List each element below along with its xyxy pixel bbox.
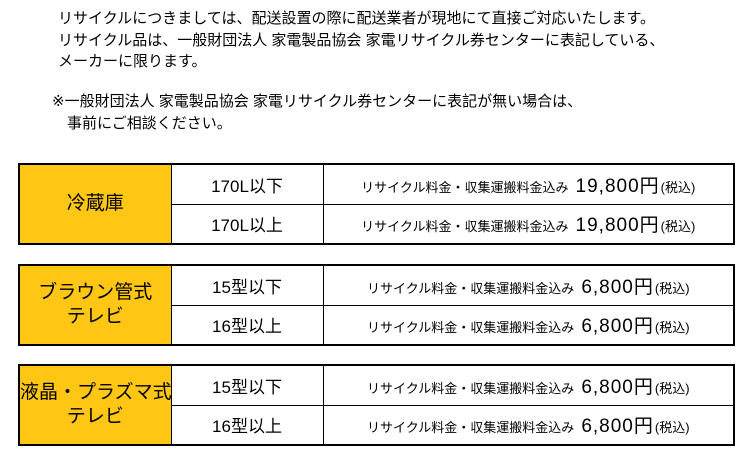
fee-amount: 6,800円 (581, 376, 654, 398)
table-row: 16型以上 リサイクル料金・収集運搬料金込み 6,800円(税込) (19, 404, 735, 446)
fee-tax-note: (税込) (654, 380, 690, 396)
table-row: 16型以上 リサイクル料金・収集運搬料金込み 6,800円(税込) (19, 304, 735, 346)
fee-label: リサイクル料金・収集運搬料金込み (361, 219, 569, 235)
fee-label: リサイクル料金・収集運搬料金込み (361, 179, 569, 195)
fee-tax-note: (税込) (660, 179, 696, 195)
table-row: 冷蔵庫 170L以下 リサイクル料金・収集運搬料金込み 19,800円(税込) (18, 163, 735, 245)
fee-cell: リサイクル料金・収集運搬料金込み 6,800円(税込) (322, 304, 735, 346)
size-cell: 15型以下 (170, 364, 324, 406)
size-cell: 16型以上 (170, 304, 324, 346)
category-label: ブラウン管式 (38, 282, 153, 303)
category-label: テレビ (66, 306, 124, 327)
note-line: 事前にご相談ください。 (67, 115, 232, 132)
fee-cell: リサイクル料金・収集運搬料金込み 19,800円(税込) (322, 203, 735, 245)
fee-label: リサイクル料金・収集運搬料金込み (366, 420, 575, 436)
category-label: テレビ (66, 406, 124, 427)
fee-cell: リサイクル料金・収集運搬料金込み 6,800円(税込) (322, 364, 735, 406)
category-cell-crt-tv: ブラウン管式 テレビ (18, 264, 172, 346)
intro-line: リサイクルにつきましては、配送設置の際に配送業者が現地にて直接ご対応いたします。 (58, 10, 656, 27)
fee-tax-note: (税込) (660, 219, 696, 235)
fee-amount: 19,800円 (575, 215, 660, 237)
lcd-plasma-tv-fee-table: 液晶・プラズマ式 テレビ 15型以下 リサイクル料金・収集運搬料金込み 6,800… (18, 364, 735, 446)
category-label: 液晶・プラズマ式 (20, 382, 171, 403)
table-row: 170L以上 リサイクル料金・収集運搬料金込み 19,800円(税込) (19, 203, 735, 245)
recycle-note-paragraph: ※一般財団法人 家電製品協会 家電リサイクル券センターに表記が無い場合は、 事前… (52, 91, 582, 135)
note-line: ※一般財団法人 家電製品協会 家電リサイクル券センターに表記が無い場合は、 (52, 93, 583, 110)
fee-tax-note: (税込) (654, 420, 690, 436)
intro-line: メーカーに限ります。 (58, 53, 207, 70)
fee-label: リサイクル料金・収集運搬料金込み (366, 320, 575, 336)
size-cell: 170L以上 (170, 203, 324, 245)
crt-tv-fee-table: ブラウン管式 テレビ 15型以下 リサイクル料金・収集運搬料金込み 6,800円(… (18, 264, 735, 346)
fee-tax-note: (税込) (654, 280, 690, 296)
fee-amount: 6,800円 (581, 276, 654, 298)
fee-amount: 19,800円 (575, 175, 660, 197)
fee-label: リサイクル料金・収集運搬料金込み (366, 280, 575, 296)
fee-cell: リサイクル料金・収集運搬料金込み 19,800円(税込) (322, 163, 735, 205)
table-row: ブラウン管式 テレビ 15型以下 リサイクル料金・収集運搬料金込み 6,800円(… (18, 264, 735, 346)
fee-cell: リサイクル料金・収集運搬料金込み 6,800円(税込) (322, 264, 735, 306)
fee-label: リサイクル料金・収集運搬料金込み (366, 380, 575, 396)
size-cell: 170L以下 (170, 163, 324, 205)
category-label: 冷蔵庫 (66, 193, 124, 214)
category-cell-lcd-plasma-tv: 液晶・プラズマ式 テレビ (18, 364, 172, 446)
category-cell-refrigerator: 冷蔵庫 (18, 163, 172, 245)
recycle-intro-paragraph: リサイクルにつきましては、配送設置の際に配送業者が現地にて直接ご対応いたします。… (58, 8, 664, 73)
fee-tax-note: (税込) (654, 320, 690, 336)
intro-line: リサイクル品は、一般財団法人 家電製品協会 家電リサイクル券センターに表記してい… (58, 31, 665, 49)
refrigerator-fee-table: 冷蔵庫 170L以下 リサイクル料金・収集運搬料金込み 19,800円(税込) 1… (18, 163, 735, 245)
size-cell: 15型以下 (170, 264, 324, 306)
fee-cell: リサイクル料金・収集運搬料金込み 6,800円(税込) (322, 404, 735, 446)
fee-amount: 6,800円 (581, 416, 654, 438)
size-cell: 16型以上 (170, 404, 324, 446)
table-row: 液晶・プラズマ式 テレビ 15型以下 リサイクル料金・収集運搬料金込み 6,800… (18, 364, 735, 446)
fee-amount: 6,800円 (581, 316, 654, 338)
